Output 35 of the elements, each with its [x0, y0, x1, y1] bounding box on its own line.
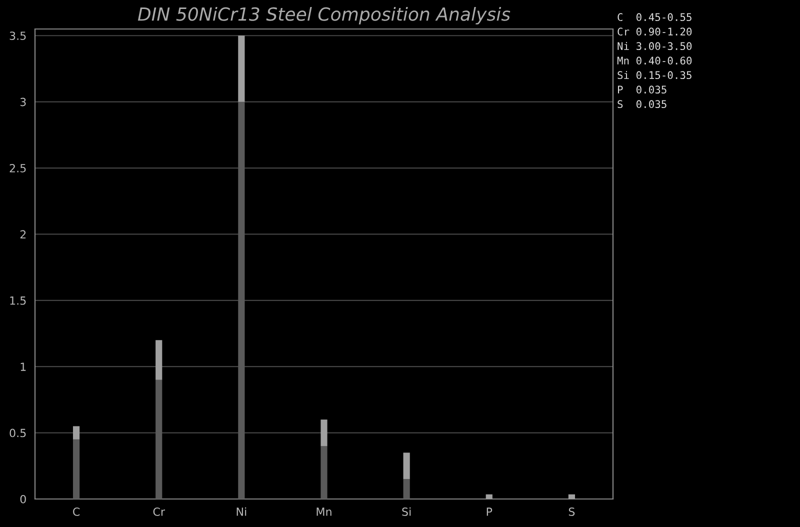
- text: Ni 3.00-3.50: [618, 42, 692, 50]
- bar: [238, 102, 245, 499]
- text: Si 0.15-0.35: [618, 70, 692, 80]
- bar: [320, 446, 328, 499]
- y-tick-label: 2: [20, 230, 26, 238]
- x-tick-label: Cr: [153, 508, 166, 516]
- y-tick-label: 3: [20, 98, 26, 106]
- bar: [72, 439, 80, 499]
- text: Mn 0.40-0.60: [617, 56, 692, 65]
- bar: [568, 494, 576, 499]
- bar: [156, 340, 162, 380]
- bar: [320, 420, 328, 446]
- bar: [156, 380, 162, 499]
- x-tick-label: Ni: [236, 507, 246, 516]
- bar: [403, 452, 410, 480]
- text: S 0.035: [618, 100, 666, 108]
- y-tick-label: 3.5: [10, 32, 26, 40]
- y-tick-label: 1.5: [10, 296, 26, 305]
- text: Cr 0.90-1.20: [618, 28, 692, 36]
- y-tick-label: 0: [20, 494, 26, 504]
- chart-title: DIN 50NiCr13 Steel Composition Analysis: [138, 6, 510, 24]
- text: C 0.45-0.55: [618, 13, 692, 22]
- y-tick-label: 0.5: [10, 428, 26, 438]
- bar: [238, 36, 245, 102]
- x-tick-label: S: [568, 508, 575, 516]
- y-tick-label: 1: [20, 362, 26, 371]
- x-tick-label: C: [73, 508, 80, 516]
- x-tick-label: P: [486, 508, 492, 516]
- bar: [403, 479, 410, 499]
- y-tick-label: 2.5: [10, 164, 26, 172]
- bar: [72, 426, 80, 440]
- x-tick-label: Mn: [316, 508, 332, 516]
- bar: [486, 494, 492, 499]
- text: P 0.035: [618, 86, 666, 94]
- x-tick-label: Si: [402, 507, 411, 516]
